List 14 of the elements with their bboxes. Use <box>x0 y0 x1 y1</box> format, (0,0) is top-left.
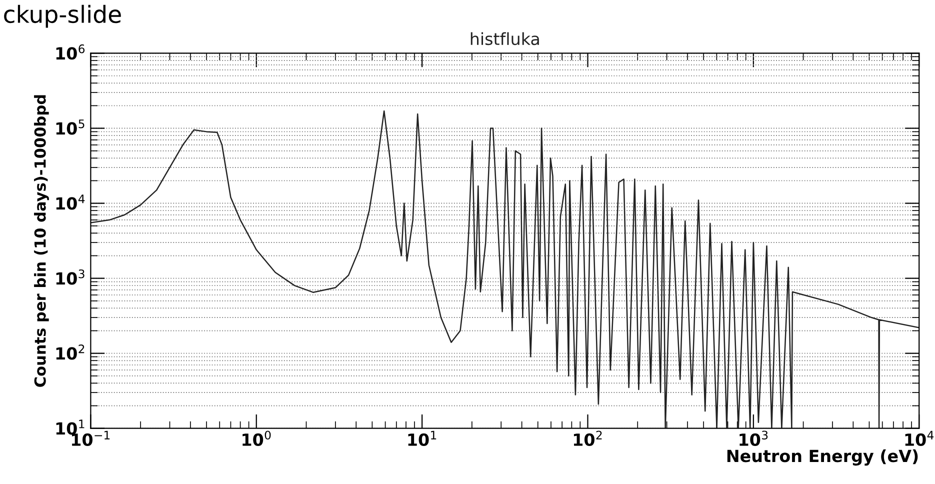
y-axis-title: Counts per bin (10 days)-1000bpd <box>34 95 49 387</box>
x-axis-title: Neutron Energy (eV) <box>727 449 918 466</box>
x-tick-label: 10$^{4}$ <box>905 430 934 446</box>
y-tick-label: 10$^{4}$ <box>56 194 85 210</box>
y-tick-label: 10$^{6}$ <box>56 44 85 60</box>
x-tick-label: 10$^{0}$ <box>242 430 271 446</box>
x-tick-label: 10$^{2}$ <box>574 430 602 446</box>
x-tick-label: 10$^{1}$ <box>408 430 436 446</box>
y-tick-label: 10$^{5}$ <box>56 120 84 135</box>
y-tick-label: 10$^{3}$ <box>56 269 84 285</box>
text: ckup-slide <box>4 4 121 28</box>
x-tick-label: 10$^{3}$ <box>740 430 768 446</box>
y-tick-label: 10$^{2}$ <box>56 344 84 360</box>
chart-title: histfluka <box>470 32 539 46</box>
